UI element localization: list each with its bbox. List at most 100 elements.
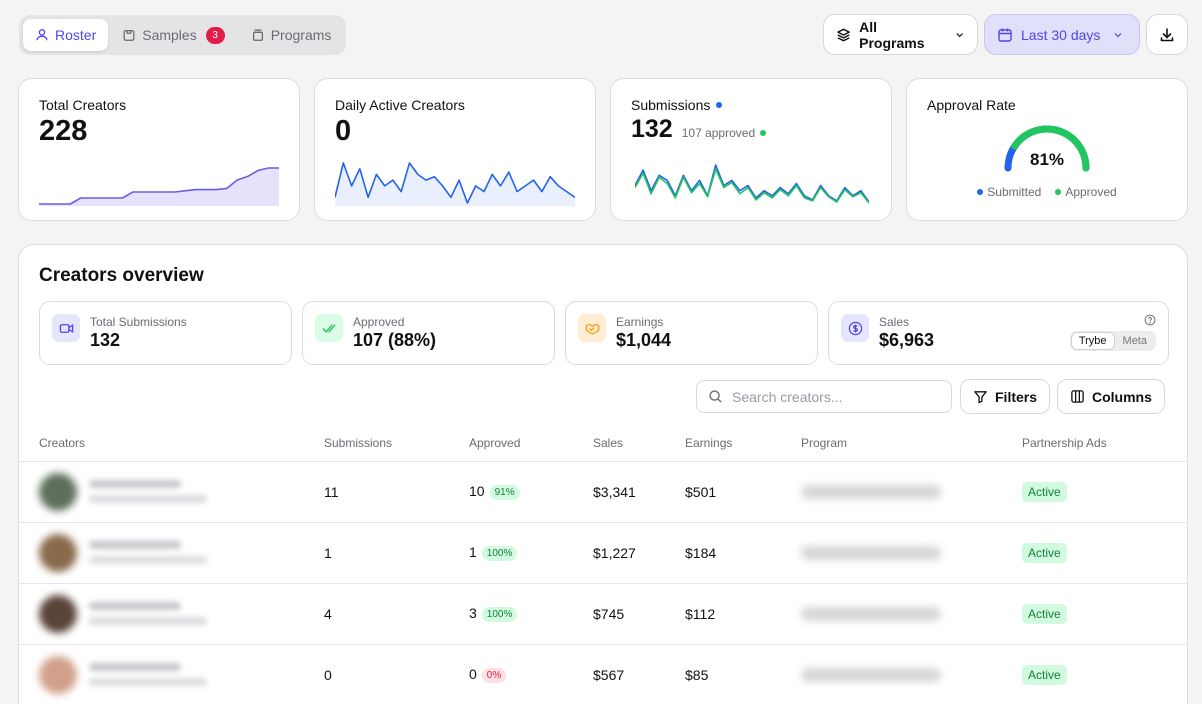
tab-programs[interactable]: Programs [239, 19, 344, 51]
column-header-approved[interactable]: Approved [469, 425, 593, 462]
kpi-value: 228 [39, 115, 88, 147]
kpi-approval-rate: Approval Rate 81% Submitted Approved [906, 78, 1188, 221]
column-header-earnings[interactable]: Earnings [685, 425, 801, 462]
avatar [39, 655, 77, 694]
daily-active-area [335, 163, 575, 206]
program-select[interactable]: All Programs [823, 14, 978, 55]
chevron-down-icon [956, 32, 963, 37]
creators-table: Creators Submissions Approved Sales Earn… [19, 425, 1187, 704]
date-range-label: Last 30 days [1021, 26, 1101, 43]
approved-dot [760, 130, 767, 136]
gauge-legend: Submitted Approved [907, 185, 1187, 199]
earnings-cell: $85 [685, 644, 801, 704]
status-badge: Active [1022, 481, 1067, 502]
sales-cell: $745 [593, 583, 685, 645]
box-icon [252, 29, 263, 41]
partnership-ads-cell: Active [1022, 644, 1187, 704]
sales-cell: $567 [593, 644, 685, 704]
kpi-value: 0 [335, 115, 352, 147]
stat-approved: Approved 107 (88%) [302, 301, 555, 365]
daily-active-line [335, 162, 575, 204]
tab-label: Programs [270, 27, 332, 43]
chevron-down-icon [1114, 32, 1122, 37]
approval-gauge-arc [1004, 125, 1090, 172]
stat-value: $6,963 [879, 330, 935, 350]
legend-submitted: Submitted [977, 185, 1041, 199]
avatar [39, 533, 77, 572]
approval-rate-value: 81% [1029, 150, 1065, 169]
approved-count: 1 [469, 544, 477, 560]
filter-icon [974, 391, 987, 404]
table-row[interactable]: 1 1 100% $1,227 $184 Active [19, 522, 1187, 584]
download-button[interactable] [1146, 14, 1188, 55]
tab-roster[interactable]: Roster [23, 19, 109, 51]
program-cell [801, 583, 1022, 645]
status-badge: Active [1022, 664, 1067, 685]
creator-cell [19, 583, 324, 645]
package-icon [123, 29, 135, 41]
submissions-sparkline [635, 164, 869, 204]
creators-trend-area [39, 168, 279, 206]
download-icon [1160, 27, 1174, 41]
program-name-redacted [801, 545, 941, 560]
stat-total-submissions: Total Submissions 132 [39, 301, 292, 365]
view-tabs: Roster Samples 3 Programs [19, 15, 346, 55]
approved-cell: 10 91% [469, 461, 593, 523]
tab-label: Samples [142, 27, 197, 43]
stat-label: Total Submissions [90, 315, 187, 329]
earnings-cell: $184 [685, 522, 801, 584]
creator-name-redacted [89, 602, 207, 625]
submitted-dot [716, 102, 723, 108]
table-row[interactable]: 4 3 100% $745 $112 Active [19, 583, 1187, 645]
columns-label: Columns [1092, 388, 1152, 405]
help-icon[interactable] [1144, 314, 1156, 326]
partnership-ads-cell: Active [1022, 522, 1187, 584]
table-row[interactable]: 0 0 0% $567 $85 Active [19, 644, 1187, 704]
tab-samples[interactable]: Samples 3 [110, 19, 236, 51]
kpi-title: Total Creators [39, 97, 127, 113]
approved-cell: 1 100% [469, 522, 593, 584]
calendar-icon [998, 28, 1012, 42]
filters-label: Filters [995, 388, 1038, 405]
program-cell [801, 461, 1022, 523]
table-header-row: Creators Submissions Approved Sales Earn… [19, 425, 1187, 462]
stat-value: $1,044 [616, 330, 672, 350]
creator-cell [19, 522, 324, 584]
column-header-creators[interactable]: Creators [19, 425, 324, 462]
table-row[interactable]: 11 10 91% $3,341 $501 Active [19, 461, 1187, 523]
toggle-meta[interactable]: Meta [1122, 335, 1147, 347]
approved-cell: 0 0% [469, 644, 593, 704]
daily-active-sparkline [335, 162, 575, 206]
submissions-cell: 11 [324, 461, 469, 523]
creator-name-redacted [89, 663, 207, 686]
toggle-trybe[interactable]: Trybe [1071, 333, 1114, 349]
filters-button[interactable]: Filters [960, 379, 1051, 414]
column-header-submissions[interactable]: Submissions [324, 425, 469, 462]
program-select-label: All Programs [859, 18, 925, 51]
status-badge: Active [1022, 603, 1067, 624]
search-input[interactable] [732, 388, 932, 405]
approval-percent-badge: 91% [489, 485, 520, 500]
columns-button[interactable]: Columns [1057, 379, 1165, 414]
approval-gauge [907, 123, 1187, 175]
program-cell [801, 522, 1022, 584]
date-range-select[interactable]: Last 30 days [984, 14, 1140, 55]
stat-sales: Sales $6,963 Trybe Meta [828, 301, 1169, 365]
column-header-sales[interactable]: Sales [593, 425, 685, 462]
avatar [39, 472, 77, 511]
kpi-submissions: Submissions 132 107 approved [610, 78, 892, 221]
creator-cell [19, 461, 324, 523]
gauge-approved-arc [1011, 125, 1090, 172]
column-header-partnership-ads[interactable]: Partnership Ads [1022, 425, 1187, 462]
dollar-circle-icon [841, 314, 869, 342]
stat-label: Sales [879, 315, 910, 329]
kpi-value: 132 [631, 115, 673, 143]
double-check-icon [315, 314, 343, 342]
samples-count-badge: 3 [205, 26, 225, 44]
column-header-program[interactable]: Program [801, 425, 1022, 462]
submitted-line [635, 164, 869, 203]
kpi-title-text: Submissions [631, 97, 711, 113]
approved-count: 10 [469, 483, 485, 499]
creators-overview-panel: Creators overview Total Submissions 132 … [18, 244, 1188, 704]
creator-name-redacted [89, 480, 207, 503]
